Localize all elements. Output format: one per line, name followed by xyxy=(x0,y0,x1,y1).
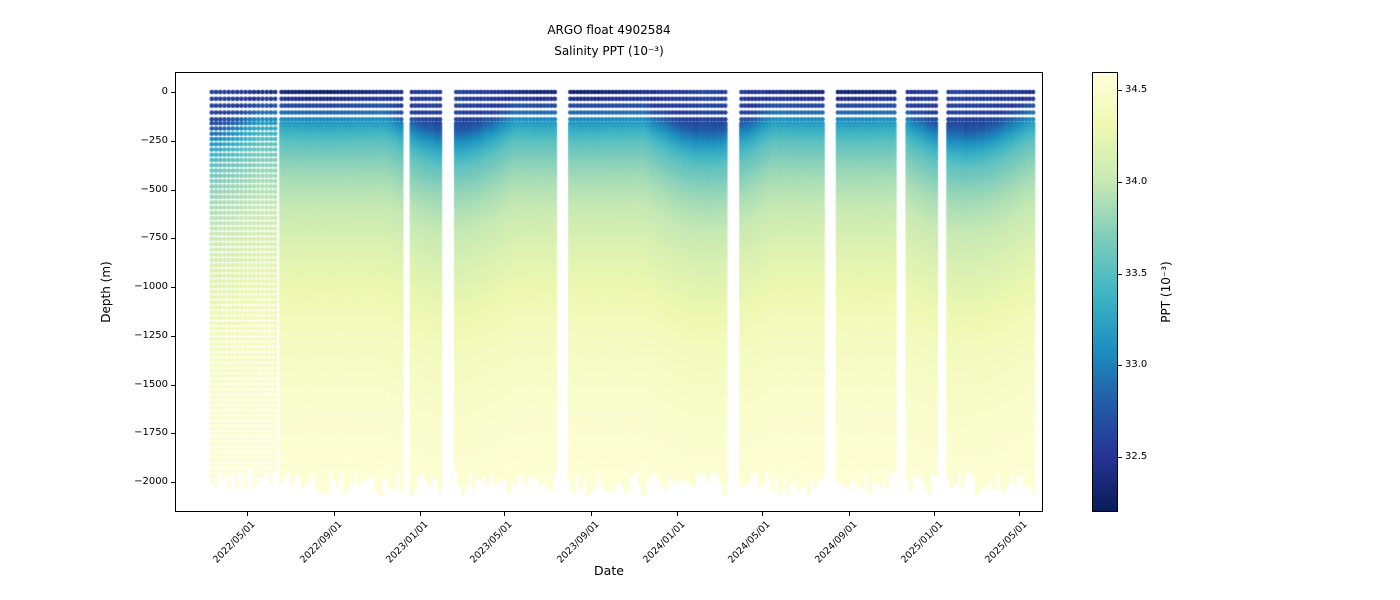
colorbar-label: PPT (10⁻³) xyxy=(1159,261,1173,323)
colorbar xyxy=(1092,72,1118,512)
tick-mark xyxy=(171,287,175,288)
y-tick-label: −1750 xyxy=(134,427,168,439)
y-tick-label: 0 xyxy=(161,86,168,97)
tick-mark xyxy=(934,512,935,516)
y-tick-label: −500 xyxy=(140,183,168,195)
tick-mark xyxy=(334,512,335,516)
chart-title: ARGO float 4902584 Salinity PPT (10⁻³) xyxy=(175,20,1043,62)
tick-mark xyxy=(420,512,421,516)
y-tick-label: −250 xyxy=(140,134,168,146)
tick-mark xyxy=(1118,365,1122,366)
colorbar-tick-label: 34.5 xyxy=(1125,84,1148,96)
tick-mark xyxy=(171,482,175,483)
tick-mark xyxy=(171,190,175,191)
tick-mark xyxy=(247,512,248,516)
chart-title-line1: ARGO float 4902584 xyxy=(547,23,671,37)
tick-mark xyxy=(1118,457,1122,458)
tick-mark xyxy=(1019,512,1020,516)
tick-mark xyxy=(849,512,850,516)
tick-mark xyxy=(1118,274,1122,275)
tick-mark xyxy=(171,141,175,142)
tick-mark xyxy=(677,512,678,516)
tick-mark xyxy=(171,385,175,386)
plot-area xyxy=(175,72,1043,512)
y-tick-label: −1250 xyxy=(134,329,168,341)
tick-mark xyxy=(171,92,175,93)
chart-title-line2: Salinity PPT (10⁻³) xyxy=(554,44,664,58)
colorbar-tick-label: 33.5 xyxy=(1125,267,1148,279)
tick-mark xyxy=(1118,182,1122,183)
colorbar-tick-label: 34.0 xyxy=(1125,176,1148,187)
x-axis-label: Date xyxy=(594,563,624,578)
y-tick-label: −2000 xyxy=(134,476,168,487)
tick-mark xyxy=(171,433,175,434)
y-tick-label: −750 xyxy=(140,232,168,244)
tick-mark xyxy=(591,512,592,516)
tick-mark xyxy=(762,512,763,516)
tick-mark xyxy=(171,336,175,337)
tick-mark xyxy=(171,238,175,239)
colorbar-tick-label: 33.0 xyxy=(1125,359,1148,371)
colorbar-tick-label: 32.5 xyxy=(1125,451,1148,462)
tick-mark xyxy=(504,512,505,516)
y-tick-label: −1500 xyxy=(134,378,168,390)
y-axis-label: Depth (m) xyxy=(99,261,113,323)
y-tick-label: −1000 xyxy=(134,281,168,292)
tick-mark xyxy=(1118,90,1122,91)
